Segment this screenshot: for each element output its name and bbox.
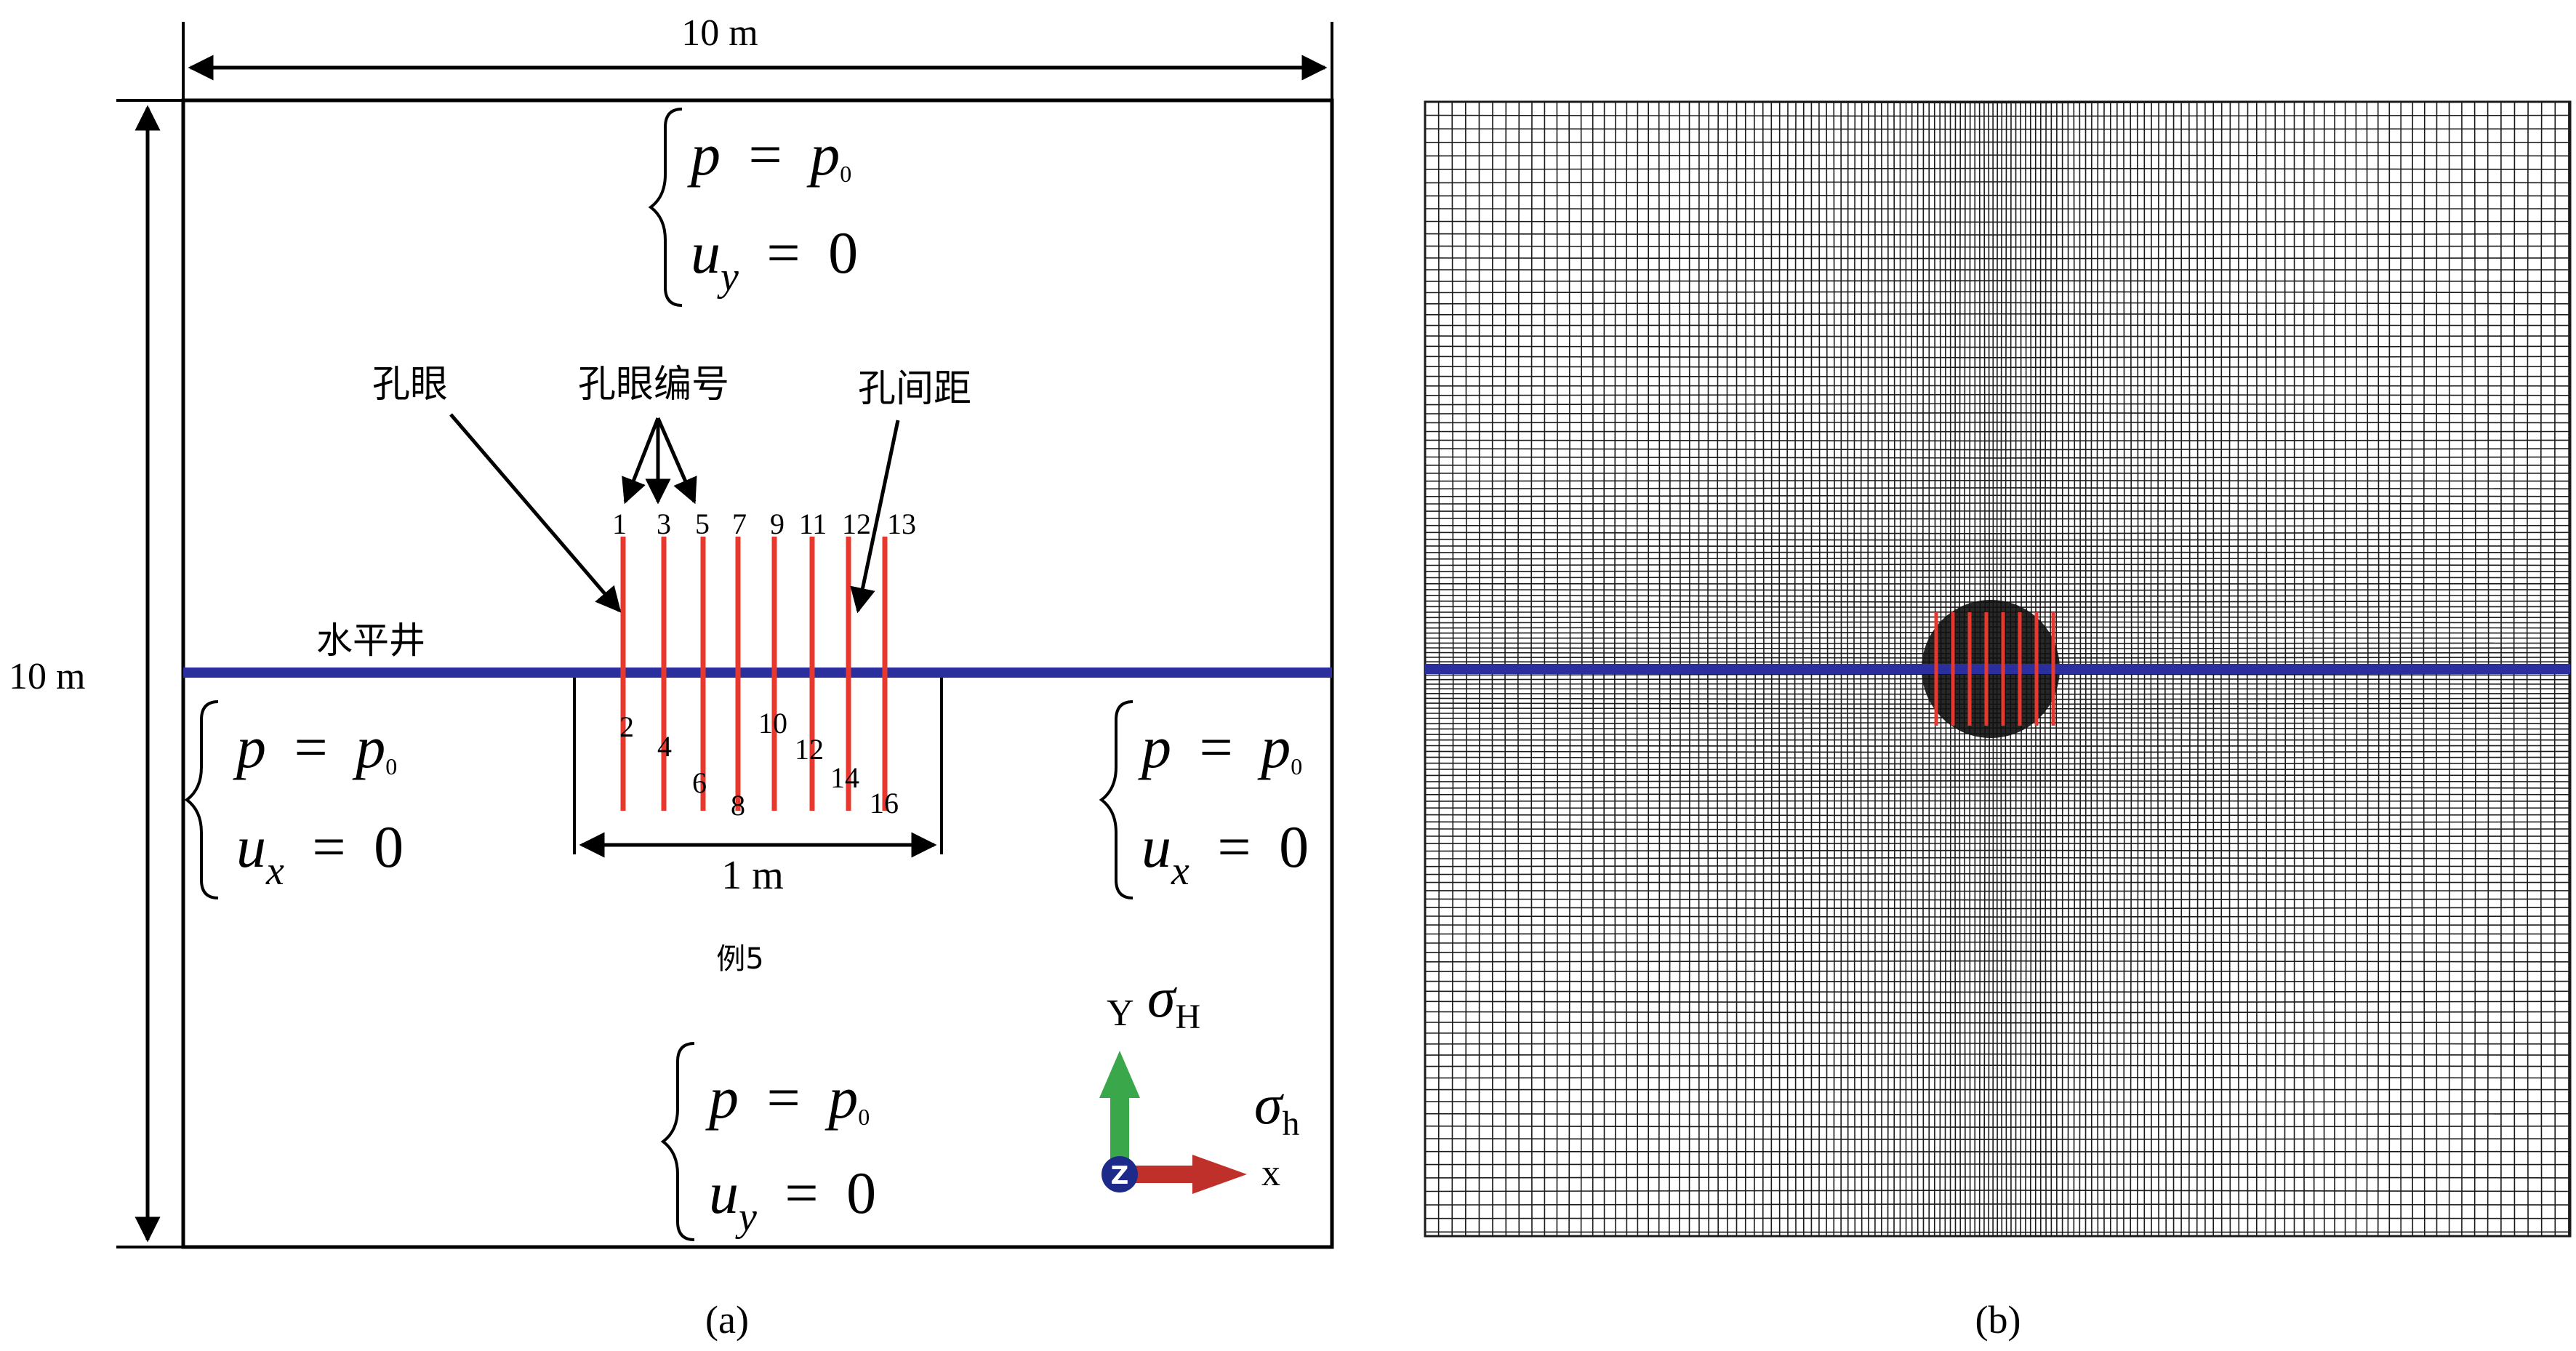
hole-number: 6: [692, 766, 707, 799]
x-axis-arrow-head: [1192, 1155, 1247, 1194]
z-axis-label: Z: [1111, 1161, 1129, 1190]
hole-number: 13: [887, 508, 916, 540]
brace: [660, 1042, 695, 1241]
bc-eq-pressure: p = p0: [705, 1065, 870, 1131]
hole-number: 3: [657, 508, 671, 540]
hole-number: 14: [830, 761, 859, 794]
hole-number: 12: [795, 733, 824, 766]
brace: [1099, 700, 1133, 899]
hole-number: 8: [731, 789, 745, 822]
perforation-holes-mesh: [1934, 612, 2055, 726]
spacing-arrow: [850, 420, 900, 614]
bc-right: p = p0 ux = 0: [1099, 700, 1309, 899]
sigma-H-label: σH: [1147, 966, 1200, 1036]
bc-eq-pressure: p = p0: [233, 714, 397, 780]
hole-number: 5: [695, 508, 710, 540]
bc-eq-displacement: ux = 0: [236, 814, 404, 897]
perforation-holes: [620, 537, 888, 811]
panel-a: 10 m 10 m 水平井 1 3 5 7 9 11 12: [9, 12, 1334, 1342]
x-axis-label: x: [1261, 1152, 1280, 1194]
hole-number: 10: [758, 707, 787, 739]
dim-height-label: 10 m: [9, 656, 85, 697]
hole-label: 孔眼: [372, 363, 448, 406]
bc-top: p = p0 uy = 0: [648, 108, 858, 307]
y-axis-arrow-head: [1099, 1051, 1140, 1098]
dim-width-label: 10 m: [681, 12, 758, 54]
bc-eq-displacement: uy = 0: [691, 220, 858, 303]
hole-numbers-top: 1 3 5 7 9 11 12 13: [612, 508, 916, 540]
bc-eq-displacement: ux = 0: [1141, 814, 1309, 897]
hole-number: 7: [732, 508, 747, 540]
hole-label-arrow: [449, 413, 622, 613]
example-label: 例5: [716, 942, 763, 976]
well-label: 水平井: [316, 620, 425, 662]
caption-b: (b): [1975, 1298, 2021, 1342]
hole-number: 12: [842, 508, 871, 540]
y-axis-label: Y: [1107, 993, 1134, 1034]
bc-eq-displacement: uy = 0: [709, 1160, 876, 1243]
hole-number: 9: [770, 508, 785, 540]
hole-number: 16: [870, 787, 899, 819]
panel-b: (b): [1424, 100, 2572, 1342]
spacing-label: 孔间距: [858, 367, 971, 411]
sigma-h-label: σh: [1254, 1073, 1299, 1143]
hole-number-arrow-1: [622, 417, 660, 505]
hole-number-label: 孔眼编号: [578, 363, 729, 406]
bc-bottom: p = p0 uy = 0: [660, 1042, 876, 1243]
hole-number-arrow-5: [656, 417, 697, 505]
hole-number: 1: [612, 508, 627, 540]
hole-number: 2: [619, 710, 634, 743]
axes-triad: Z Y x σH σh: [1099, 966, 1299, 1194]
bc-eq-pressure: p = p0: [1138, 714, 1302, 780]
brace: [184, 700, 219, 899]
hole-number: 4: [657, 730, 672, 763]
caption-a: (a): [705, 1298, 749, 1342]
z-axis-marker: [1102, 1156, 1138, 1192]
bc-eq-pressure: p = p0: [687, 121, 851, 188]
brace: [648, 108, 683, 307]
hole-numbers-bottom: 2 4 6 8 10 12 14 16: [619, 707, 899, 822]
zone-width-label: 1 m: [721, 853, 784, 898]
bc-left: p = p0 ux = 0: [184, 700, 404, 899]
hole-number: 11: [799, 508, 827, 540]
